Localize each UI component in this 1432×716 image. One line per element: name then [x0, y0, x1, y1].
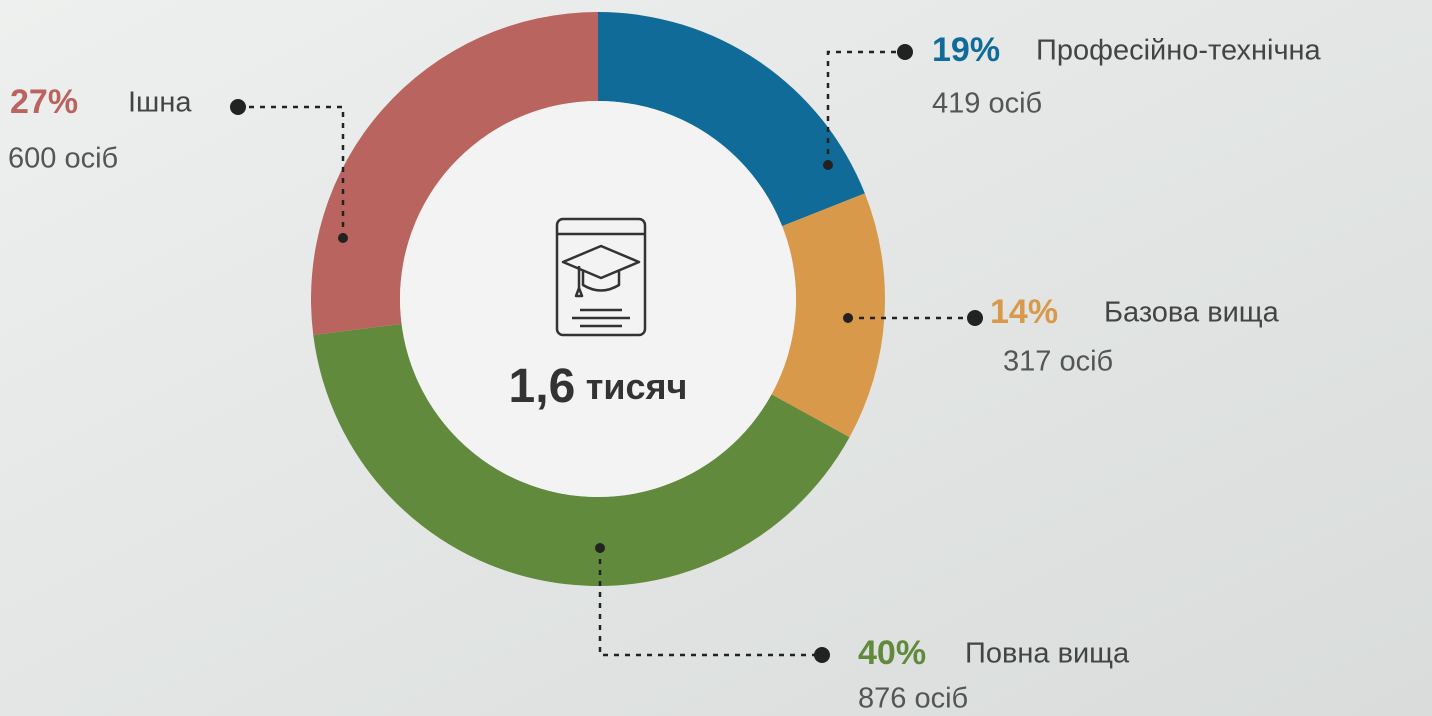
count-label: 876 осіб [858, 683, 968, 715]
leader-dot [897, 44, 913, 60]
chart: 1,6 тисяч 19% Професійно-технічна 419 осіб… [0, 0, 1432, 716]
count-label: 317 осіб [1003, 346, 1113, 378]
total-unit: тисяч [586, 366, 688, 407]
percent-label: 27% [10, 83, 78, 121]
category-label: Ішна [128, 87, 192, 119]
leader-dot [967, 310, 983, 326]
leader-dot [843, 313, 853, 323]
leader-dot [814, 647, 830, 663]
count-label: 600 осіб [8, 143, 118, 175]
donut-hole [400, 101, 796, 497]
category-label: Повна вища [965, 638, 1130, 670]
percent-label: 40% [858, 634, 926, 672]
leader-dot [230, 99, 246, 115]
category-label: Базова вища [1104, 297, 1280, 329]
center-label: 1,6 тисяч [509, 360, 688, 413]
leader-dot [338, 233, 348, 243]
percent-label: 14% [990, 293, 1058, 331]
leader-dot [823, 160, 833, 170]
total-value: 1,6 [509, 360, 576, 413]
count-label: 419 осіб [932, 88, 1042, 120]
leader-dot [595, 543, 605, 553]
category-label: Професійно-технічна [1036, 35, 1322, 67]
percent-label: 19% [932, 31, 1000, 69]
